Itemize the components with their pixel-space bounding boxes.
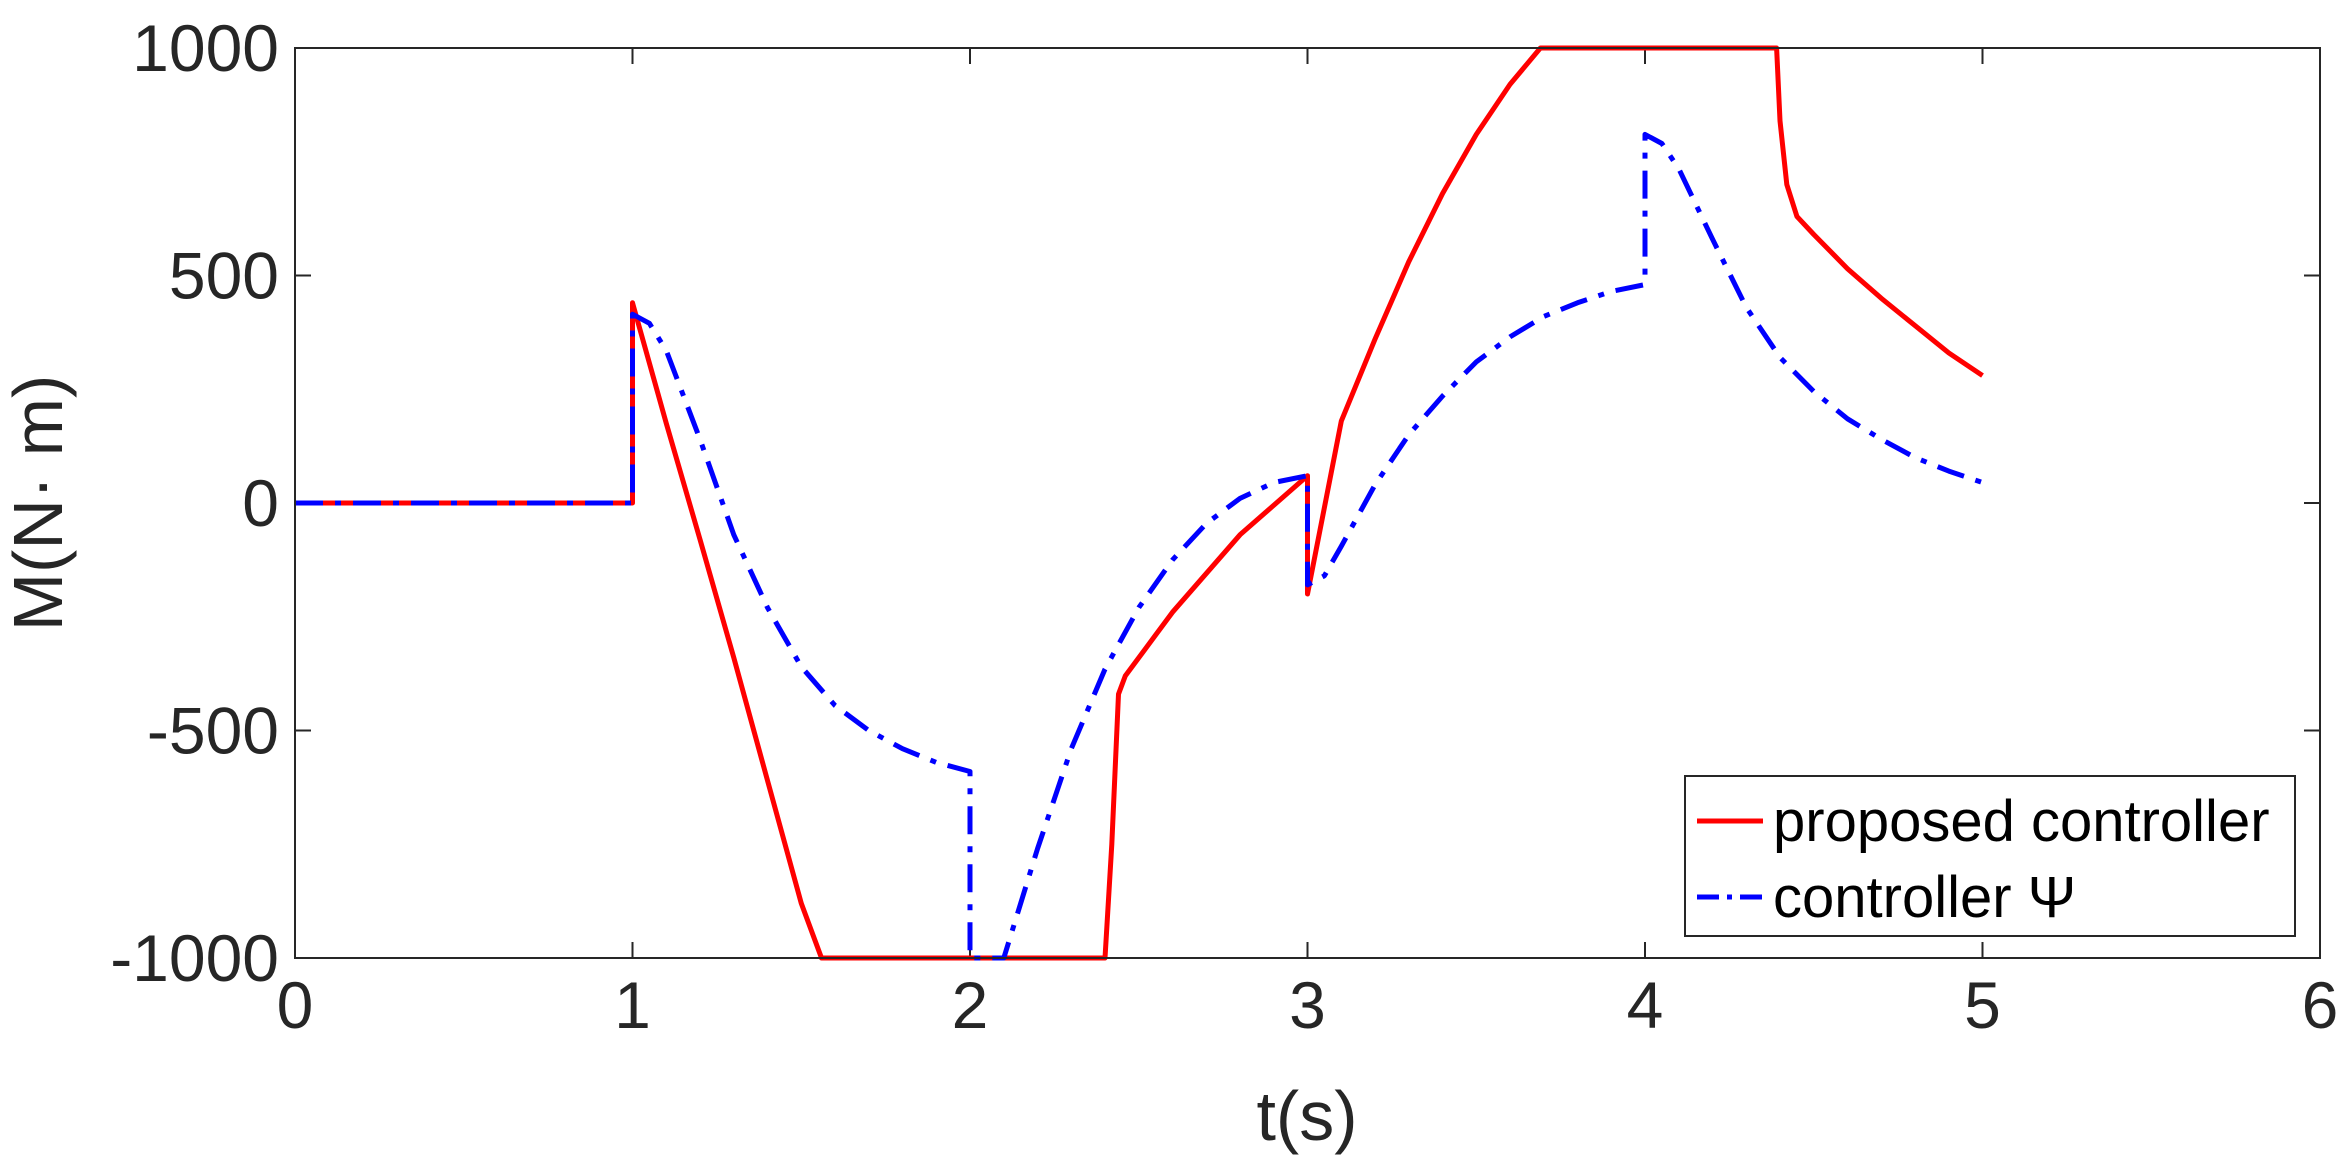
tick-labels: 0 1 2 3 4 5 6 -1000 -500 0 500 1000 (110, 11, 2338, 1042)
y-tick-label: -1000 (110, 921, 279, 995)
x-axis-label: t(s) (1256, 1077, 1357, 1155)
x-tick-label: 3 (1289, 968, 1326, 1042)
y-tick-label: 500 (169, 239, 279, 313)
series-layer (295, 45, 1984, 961)
x-tick-label: 1 (614, 968, 651, 1042)
series-line-2 (295, 131, 1984, 961)
legend-label-2: controller Ψ (1773, 865, 2076, 930)
y-tick-label: 1000 (132, 11, 279, 85)
y-tick-label: -500 (147, 694, 279, 768)
y-axis-label: M(N· m) (0, 375, 77, 632)
axes-box (294, 47, 2321, 959)
x-tick-label: 6 (2302, 968, 2339, 1042)
legend-label-1: proposed controller (1773, 789, 2270, 854)
y-tick-label: 0 (242, 466, 279, 540)
x-tick-label: 5 (1964, 968, 2001, 1042)
legend: proposed controller controller Ψ (1684, 775, 2296, 937)
x-tick-label: 0 (277, 968, 314, 1042)
x-tick-label: 4 (1627, 968, 1664, 1042)
x-tick-label: 2 (952, 968, 989, 1042)
series-line-1 (295, 45, 1984, 961)
legend-box (1684, 775, 2296, 937)
